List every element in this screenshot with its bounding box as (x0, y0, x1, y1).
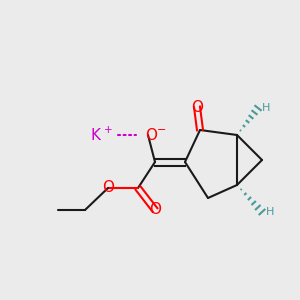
Text: +: + (104, 125, 112, 135)
Text: O: O (149, 202, 161, 217)
Text: −: − (157, 125, 167, 135)
Text: H: H (262, 103, 270, 113)
Text: K: K (90, 128, 100, 142)
Text: O: O (191, 100, 203, 115)
Text: O: O (102, 181, 114, 196)
Text: H: H (266, 207, 274, 217)
Text: O: O (145, 128, 157, 142)
